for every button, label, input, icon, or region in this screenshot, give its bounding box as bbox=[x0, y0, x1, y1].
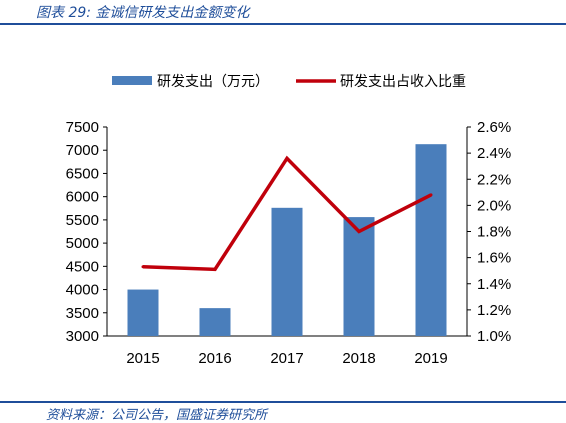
legend-bar-label: 研发支出（万元） bbox=[157, 74, 269, 90]
ratio-point-2018 bbox=[357, 230, 361, 233]
left-axis-tick-label: 4000 bbox=[66, 282, 99, 299]
bar-2015 bbox=[127, 289, 159, 336]
x-axis-tick-label: 2017 bbox=[270, 350, 303, 367]
left-axis-tick-label: 6000 bbox=[66, 189, 99, 206]
right-axis-tick-label: 1.0% bbox=[477, 328, 511, 345]
source-note: 资料来源：公司公告，国盛证券研究所 bbox=[46, 408, 268, 423]
legend-line-label: 研发支出占收入比重 bbox=[340, 74, 466, 90]
left-axis-tick-label: 6500 bbox=[66, 165, 99, 182]
right-axis-tick-label: 2.2% bbox=[477, 171, 511, 188]
x-axis-tick-label: 2019 bbox=[414, 350, 447, 367]
x-axis-tick-label: 2016 bbox=[198, 350, 231, 367]
axes: 3000 3500 4000 4500 5000 5500 6000 6500 7000 7500… bbox=[66, 119, 512, 367]
right-axis-tick-label: 2.4% bbox=[477, 145, 511, 162]
bar-2016 bbox=[199, 308, 231, 336]
left-axis-tick-label: 3500 bbox=[66, 305, 99, 322]
top-rule bbox=[0, 23, 566, 25]
ratio-point-2017 bbox=[285, 156, 289, 160]
bottom-rule bbox=[0, 401, 566, 403]
bar-2017 bbox=[271, 207, 303, 336]
ratio-point-2015 bbox=[141, 265, 145, 269]
figure-caption: 图表 29: 金诚信研发支出金额变化 bbox=[36, 5, 250, 21]
ratio-point-2019 bbox=[429, 193, 433, 197]
right-axis-tick-label: 2.0% bbox=[477, 197, 511, 214]
left-axis-tick-label: 7000 bbox=[66, 142, 99, 159]
right-axis-tick-label: 1.6% bbox=[477, 250, 511, 267]
left-axis-tick-label: 3000 bbox=[66, 328, 99, 345]
left-axis-tick-label: 7500 bbox=[66, 119, 99, 136]
legend: 研发支出（万元） 研发支出占收入比重 bbox=[112, 74, 466, 90]
right-axis-tick-label: 1.8% bbox=[477, 224, 511, 241]
right-axis-tick-label: 1.2% bbox=[477, 302, 511, 319]
legend-bar-swatch bbox=[112, 76, 152, 85]
bar-2018 bbox=[343, 217, 375, 336]
right-axis-tick-label: 1.4% bbox=[477, 276, 511, 293]
left-axis-tick-label: 5500 bbox=[66, 212, 99, 229]
right-axis-tick-label: 2.6% bbox=[477, 119, 511, 136]
bar-series bbox=[127, 144, 447, 336]
x-axis-tick-label: 2015 bbox=[126, 350, 159, 367]
bar-2019 bbox=[415, 144, 447, 336]
ratio-point-2016 bbox=[213, 267, 217, 271]
x-axis-tick-label: 2018 bbox=[342, 350, 375, 367]
left-axis-tick-label: 5000 bbox=[66, 235, 99, 252]
line-series bbox=[141, 155, 433, 272]
left-axis-tick-label: 4500 bbox=[66, 258, 99, 275]
